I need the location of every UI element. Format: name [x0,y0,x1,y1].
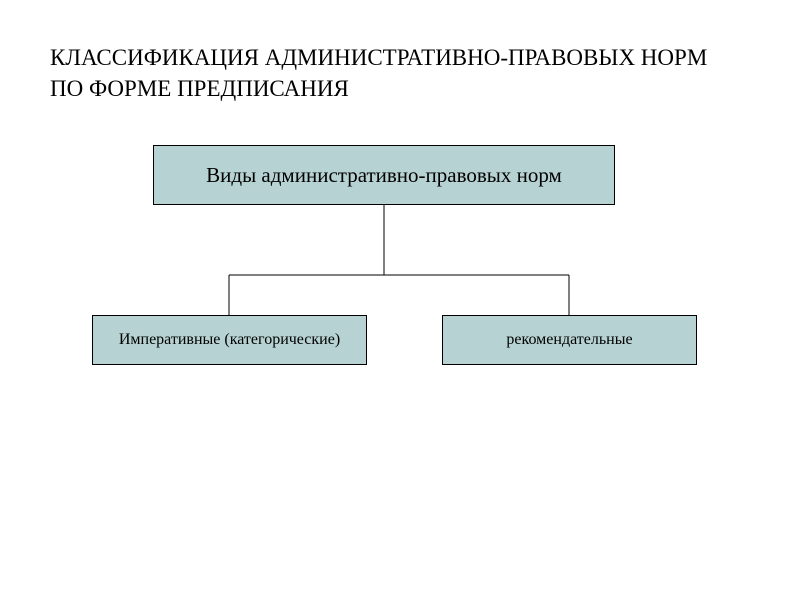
child-node-right: рекомендательные [442,315,697,365]
child-node-left: Императивные (категорические) [92,315,367,365]
child-node-right-label: рекомендательные [506,331,632,349]
root-node: Виды административно-правовых норм [153,145,615,205]
root-node-label: Виды административно-правовых норм [206,163,562,188]
child-node-left-label: Императивные (категорические) [119,331,340,349]
diagram-title: КЛАССИФИКАЦИЯ АДМИНИСТРАТИВНО-ПРАВОВЫХ Н… [50,42,710,104]
